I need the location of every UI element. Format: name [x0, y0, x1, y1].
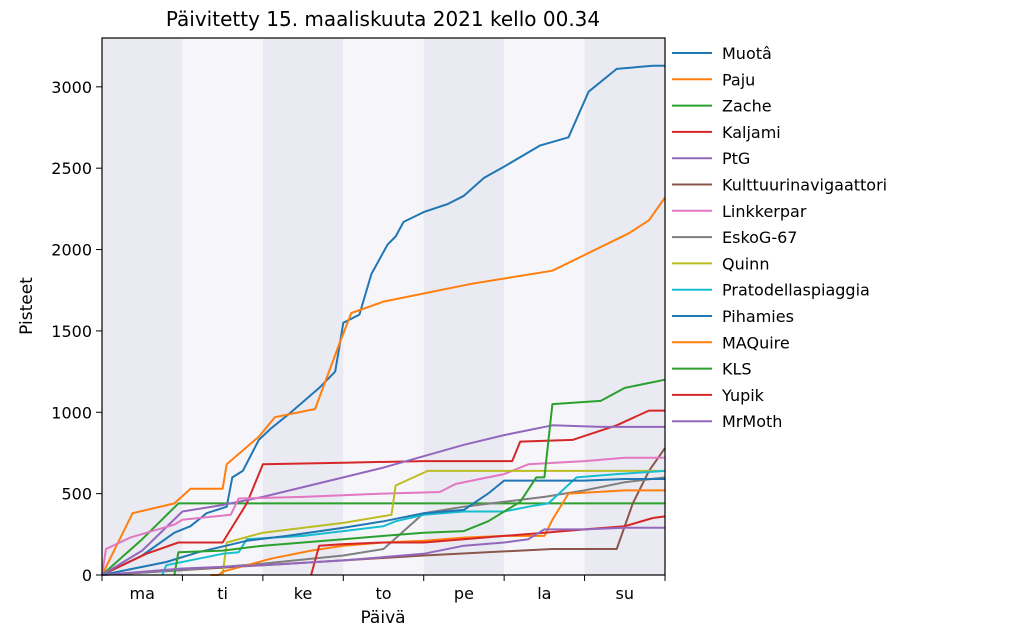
legend-label: EskoG-67	[722, 228, 797, 247]
legend-label: Linkkerpar	[722, 202, 807, 221]
legend-label: Pihamies	[722, 307, 794, 326]
legend-label: MrMoth	[722, 412, 782, 431]
day-band	[343, 38, 424, 575]
legend-label: Quinn	[722, 254, 769, 273]
legend-label: KLS	[722, 360, 752, 379]
series-lines	[101, 64, 666, 576]
day-band	[584, 38, 665, 575]
day-bands	[102, 38, 665, 575]
x-tick-label: pe	[454, 584, 474, 603]
legend-label: Yupik	[721, 386, 765, 405]
legend-label: Paju	[722, 70, 755, 89]
series-line-1	[101, 64, 665, 576]
series-line-11	[101, 478, 665, 576]
day-band	[504, 38, 585, 575]
series-line-12	[210, 489, 665, 576]
series-line-13	[173, 378, 666, 576]
x-tick-label: ke	[294, 584, 313, 603]
legend-label: Kaljami	[722, 123, 781, 142]
x-tick-label: su	[616, 584, 634, 603]
series-line-10	[161, 469, 666, 576]
series-line-3	[101, 502, 665, 576]
series-line-15	[101, 526, 665, 576]
x-axis-label: Päivä	[360, 608, 405, 628]
y-tick-label: 1500	[51, 322, 92, 341]
chart-title: Päivitetty 15. maaliskuuta 2021 kello 00…	[166, 7, 600, 31]
legend: Muotâ Paju Zache Kaljami PtG Kulttuurinavigaa…	[672, 44, 887, 431]
y-tick-label: 0	[82, 566, 92, 585]
legend-label: Zache	[722, 97, 772, 116]
y-tick-label: 2500	[51, 159, 92, 178]
legend-label: PtG	[722, 149, 750, 168]
series-line-14	[310, 515, 666, 576]
series-line-2	[101, 196, 666, 576]
series-line-9	[221, 469, 665, 576]
x-axis-ticks: ma ti ke to pe la su	[101, 575, 666, 603]
x-tick-label: ma	[130, 584, 155, 603]
legend-label: Kulttuurinavigaattori	[722, 176, 887, 195]
y-tick-label: 500	[61, 485, 92, 504]
series-line-5	[101, 424, 665, 576]
x-tick-label: ti	[217, 584, 228, 603]
legend-label: Muotâ	[722, 44, 772, 63]
x-tick-label: to	[375, 584, 391, 603]
y-tick-label: 3000	[51, 78, 92, 97]
day-band	[423, 38, 505, 575]
plot-frame	[101, 37, 666, 576]
y-tick-label: 1000	[51, 403, 92, 422]
legend-label: Pratodellaspiaggia	[722, 281, 870, 300]
series-line-7	[101, 456, 665, 576]
day-band	[102, 38, 183, 575]
x-tick-label: la	[537, 584, 551, 603]
y-axis-ticks: 0 500 1000 1500 2000 2500 3000	[51, 78, 102, 585]
day-band	[262, 38, 344, 575]
y-tick-label: 2000	[51, 241, 92, 260]
legend-label: MAQuire	[722, 333, 790, 352]
y-axis-label: Pisteet	[17, 277, 37, 335]
